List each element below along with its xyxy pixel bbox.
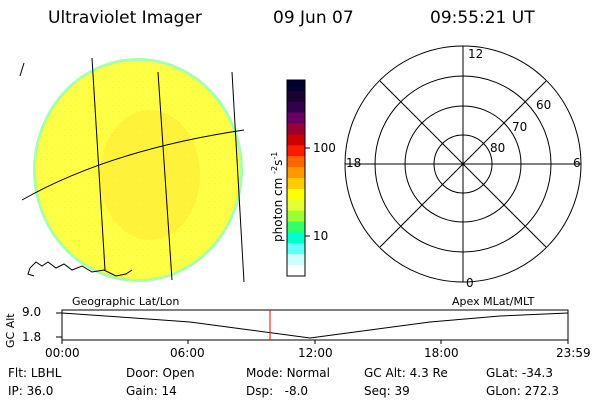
filter-readout: Flt: LBHL bbox=[8, 366, 62, 380]
mlt-label-0: 0 bbox=[466, 276, 474, 290]
colorbar-segment bbox=[287, 123, 305, 135]
coastline bbox=[29, 261, 133, 277]
colorbar-unit-label: photon cm -2s-1 bbox=[270, 151, 285, 242]
mlt-label-6: 6 bbox=[573, 156, 581, 170]
time-label: 09:55:21 UT bbox=[430, 8, 535, 28]
colorbar-segment bbox=[287, 80, 305, 92]
instrument-title: Ultraviolet Imager bbox=[48, 8, 202, 28]
mlt-label-18: 18 bbox=[346, 156, 362, 170]
timeline-frame bbox=[61, 309, 569, 341]
lat-label-70: 70 bbox=[512, 120, 528, 134]
colorbar-frame bbox=[286, 79, 306, 277]
lat-label-80: 80 bbox=[490, 141, 506, 155]
meridian-line bbox=[91, 57, 106, 271]
altitude-curve bbox=[61, 312, 569, 339]
polar-diagonal bbox=[379, 80, 547, 248]
gain-readout: Gain: 14 bbox=[126, 384, 177, 398]
bright-region bbox=[100, 110, 200, 240]
timeline-panel bbox=[56, 309, 569, 344]
meridian-line bbox=[19, 62, 25, 77]
door-readout: Door: Open bbox=[126, 366, 195, 380]
ip-readout: IP: 36.0 bbox=[8, 384, 54, 398]
geographic-caption: Geographic Lat/Lon bbox=[72, 295, 180, 308]
colorbar-tick-100: 100 bbox=[313, 141, 336, 155]
time-tick: 06:00 bbox=[170, 346, 205, 360]
gc-alt-readout: GC Alt: 4.3 Re bbox=[364, 366, 448, 380]
colorbar-segment bbox=[287, 178, 305, 190]
colorbar-segment bbox=[287, 210, 305, 223]
colorbar-segment bbox=[287, 243, 305, 255]
colorbar-tick-10: 10 bbox=[313, 229, 329, 243]
colorbar-segment bbox=[287, 167, 305, 179]
dsp-readout: Dsp: -8.0 bbox=[246, 384, 309, 398]
seq-readout: Seq: 39 bbox=[364, 384, 410, 398]
colorbar-segment bbox=[287, 112, 305, 125]
uv-earth-image bbox=[19, 57, 245, 283]
colorbar-segment bbox=[287, 188, 305, 201]
mlt-label-12: 12 bbox=[468, 47, 484, 61]
lat-label-60: 60 bbox=[536, 98, 552, 112]
parallel-line bbox=[21, 129, 245, 201]
gc-alt-axis-label: GC Alt bbox=[4, 313, 17, 348]
colorbar-segment bbox=[287, 265, 305, 277]
date-label: 09 Jun 07 bbox=[273, 8, 354, 28]
time-tick: 23:59 bbox=[556, 346, 591, 360]
gc-alt-bottom: 1.8 bbox=[22, 330, 42, 344]
colorbar-segment bbox=[287, 232, 305, 244]
time-tick: 18:00 bbox=[424, 346, 459, 360]
gc-alt-top: 9.0 bbox=[22, 305, 42, 319]
colorbar-segment bbox=[287, 145, 305, 157]
coastline-tip bbox=[27, 267, 35, 277]
glat-readout: GLat: -34.3 bbox=[486, 366, 553, 380]
polar-plot bbox=[344, 45, 582, 283]
meridian-line bbox=[231, 71, 245, 283]
colorbar-segment bbox=[287, 221, 305, 233]
time-tick: 12:00 bbox=[298, 346, 333, 360]
color-bar bbox=[286, 79, 306, 277]
colorbar-segment bbox=[287, 156, 305, 168]
colorbar-segment bbox=[287, 254, 305, 266]
time-tick: 00:00 bbox=[45, 346, 80, 360]
colorbar-segment bbox=[287, 101, 305, 114]
colorbar-segment bbox=[287, 134, 305, 146]
colorbar-segment bbox=[287, 90, 305, 103]
glon-readout: GLon: 272.3 bbox=[486, 384, 559, 398]
apex-caption: Apex MLat/MLT bbox=[452, 295, 535, 308]
mode-readout: Mode: Normal bbox=[246, 366, 330, 380]
colorbar-segment bbox=[287, 199, 305, 212]
meridian-line bbox=[157, 71, 173, 281]
